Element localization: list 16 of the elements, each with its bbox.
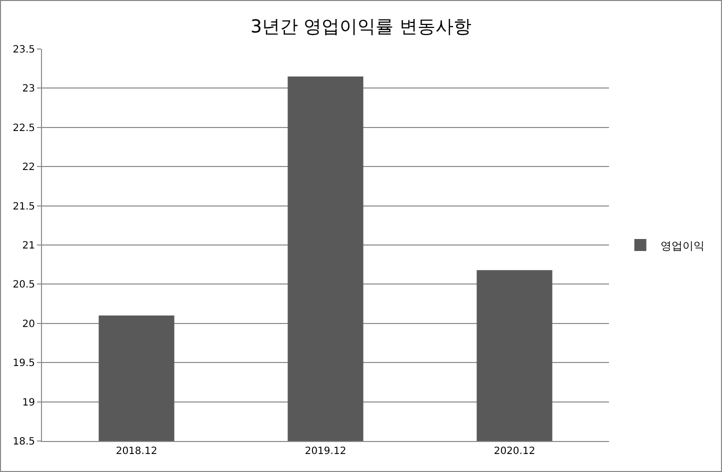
x-tick-label: 2020.12 [494,446,536,457]
y-tick-label: 18.5 [12,436,35,448]
y-tick-label: 23 [22,84,35,95]
y-tick-label: 19 [22,397,35,408]
x-tick-label: 2019.12 [304,446,346,457]
legend-label: 영업이익 [660,239,704,252]
x-tick-label: 2018.12 [116,446,158,457]
chart-title: 3년간 영업이익률 변동사항 [250,16,472,38]
y-tick-label: 22.5 [12,122,35,134]
y-tick-label: 19.5 [12,358,35,370]
y-tick-label: 23.5 [12,44,35,56]
y-tick-label: 22 [22,162,35,174]
y-tick-label: 20.5 [12,280,35,291]
y-tick-label: 21 [22,240,35,252]
y-tick-label: 20 [22,318,35,330]
y-tick-label: 21.5 [12,201,35,212]
